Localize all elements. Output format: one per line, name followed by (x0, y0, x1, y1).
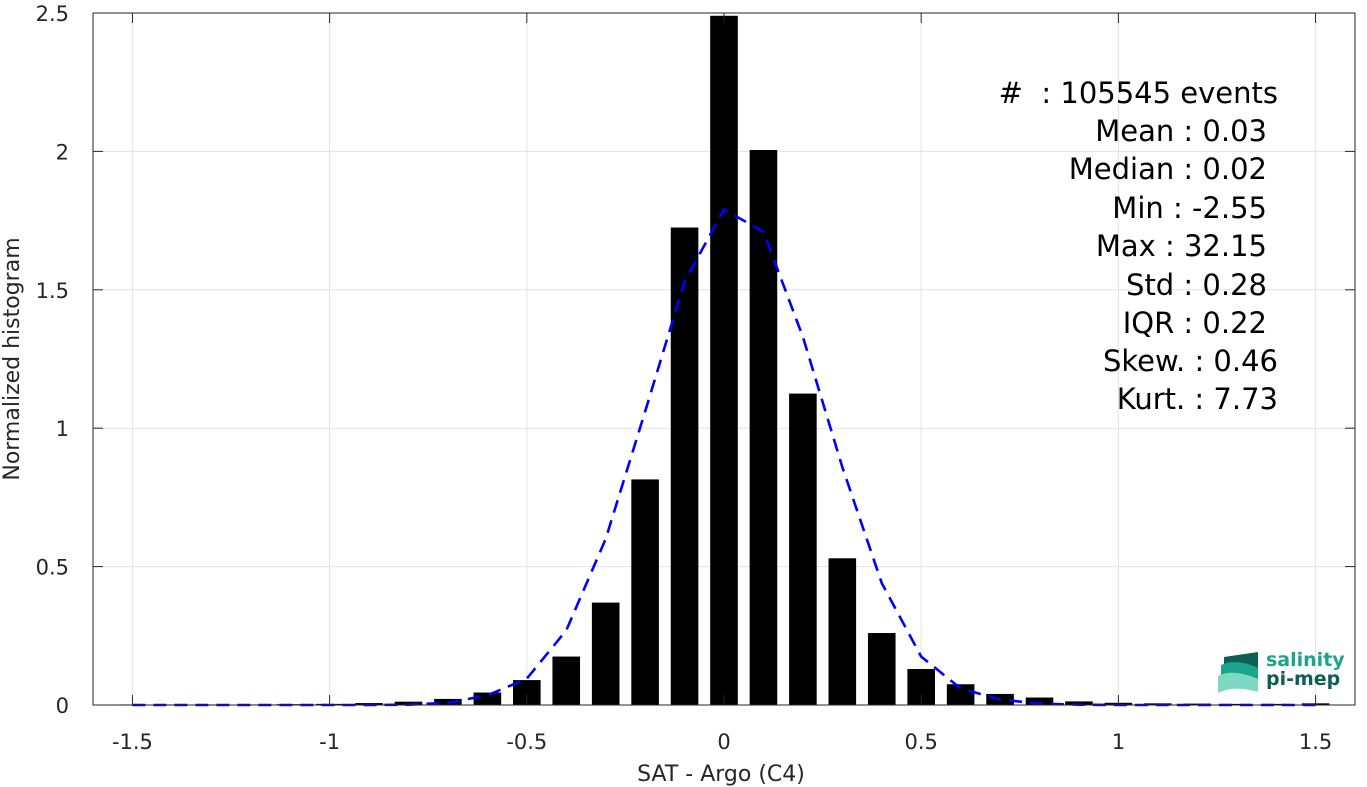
histogram-bar-24 (1065, 701, 1093, 705)
histogram-bars (118, 15, 1330, 706)
histogram-bar-12 (591, 602, 620, 705)
x-tick-label-6: 1.5 (1299, 730, 1332, 754)
x-tick-labels: -1.5 -1 -0.5 0 0.5 1 1.5 (112, 730, 1332, 754)
stats-skew: Skew. : 0.46 (1103, 344, 1278, 378)
histogram-bar-17 (789, 393, 817, 705)
x-tick-label-0: -1.5 (112, 730, 153, 754)
x-tick-label-2: -0.5 (506, 730, 547, 754)
y-tick-labels: 0 0.5 1 1.5 2 2.5 (36, 2, 69, 718)
histogram-bar-29 (1262, 703, 1290, 705)
stats-min: Min : -2.55 (1112, 191, 1267, 225)
histogram-bar-9 (473, 692, 502, 705)
logo-text-pi-mep: pi-mep (1266, 668, 1340, 690)
histogram-bar-15 (710, 15, 738, 705)
y-tick-label-3: 1.5 (36, 279, 69, 303)
y-tick-label-4: 2 (56, 140, 69, 164)
logo-text-salinity: salinity (1266, 649, 1345, 671)
y-tick-label-1: 0.5 (36, 556, 69, 580)
x-tick-label-4: 0.5 (904, 730, 937, 754)
stats-median: Median : 0.02 (1069, 152, 1267, 186)
histogram-bar-16 (749, 150, 778, 706)
x-axis-label: SAT - Argo (C4) (637, 762, 805, 787)
tick-marks (93, 12, 1355, 706)
histogram-bar-7 (394, 701, 423, 705)
stats-kurt: Kurt. : 7.73 (1117, 382, 1278, 416)
stats-iqr: IQR : 0.22 (1123, 306, 1267, 340)
x-tick-label-1: -1 (319, 730, 340, 754)
histogram-bar-11 (552, 656, 581, 705)
histogram-bar-13 (631, 479, 659, 705)
y-tick-label-5: 2.5 (36, 2, 69, 26)
x-tick-label-5: 1 (1112, 730, 1125, 754)
y-axis-label: Normalized histogram (0, 237, 25, 480)
x-tick-label-3: 0 (717, 730, 730, 754)
histogram-bar-23 (1025, 697, 1054, 705)
y-tick-label-0: 0 (56, 694, 69, 718)
histogram-bar-14 (670, 227, 699, 705)
histogram-bar-27 (1183, 703, 1212, 705)
salinity-pi-mep-logo: salinity pi-mep (1218, 649, 1345, 693)
wave-logo-icon (1218, 652, 1258, 693)
stats-annotation: # : 105545 events Mean : 0.03 Median : 0… (999, 76, 1278, 416)
stats-count: # : 105545 events (999, 76, 1278, 110)
histogram-bar-18 (828, 558, 857, 705)
stats-std: Std : 0.28 (1126, 268, 1267, 302)
histogram-bar-28 (1222, 703, 1251, 705)
histogram-bar-21 (946, 684, 975, 705)
stats-max: Max : 32.15 (1096, 229, 1267, 263)
y-tick-label-2: 1 (56, 417, 69, 441)
stats-mean: Mean : 0.03 (1095, 114, 1267, 148)
histogram-bar-19 (867, 633, 896, 705)
